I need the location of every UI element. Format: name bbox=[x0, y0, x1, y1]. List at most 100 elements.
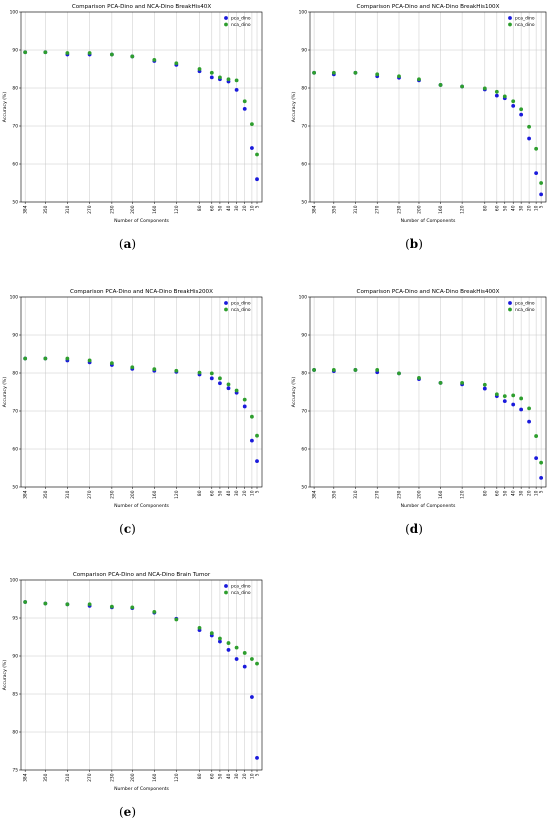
legend-marker-nca_dino bbox=[224, 590, 228, 595]
chart-title: Comparison PCA-Dino and NCA-Dino BreakHi… bbox=[357, 289, 500, 295]
data-point-nca_dino bbox=[312, 70, 316, 75]
y-tick-label: 100 bbox=[10, 10, 19, 16]
x-tick-label: 350 bbox=[331, 490, 337, 499]
x-tick-label: 270 bbox=[87, 205, 93, 214]
x-tick-label: 310 bbox=[65, 773, 71, 782]
data-point-nca_dino bbox=[209, 631, 214, 636]
legend-label: nca_dino bbox=[231, 307, 251, 313]
x-tick-label: 50 bbox=[217, 773, 223, 779]
x-tick-label: 5 bbox=[539, 490, 545, 493]
y-axis-label: Accuracy (%) bbox=[2, 92, 8, 123]
data-point-nca_dino bbox=[527, 406, 531, 411]
data-point-pca_dino bbox=[511, 103, 516, 108]
y-tick-label: 90 bbox=[301, 333, 307, 339]
x-tick-label: 80 bbox=[197, 773, 203, 779]
data-point-nca_dino bbox=[539, 181, 544, 185]
legend-marker-nca_dino bbox=[508, 307, 512, 312]
y-tick-label: 100 bbox=[10, 578, 19, 584]
data-point-nca_dino bbox=[152, 57, 157, 62]
y-tick-label: 90 bbox=[12, 654, 18, 660]
y-tick-label: 75 bbox=[12, 768, 18, 774]
data-point-pca_dino bbox=[511, 402, 516, 407]
x-tick-label: 5 bbox=[255, 773, 261, 776]
panel-caption: (d) bbox=[405, 522, 423, 536]
data-point-pca_dino bbox=[534, 456, 539, 461]
data-point-nca_dino bbox=[255, 152, 259, 157]
x-tick-label: 120 bbox=[460, 490, 466, 499]
data-point-nca_dino bbox=[511, 99, 516, 104]
data-point-nca_dino bbox=[218, 75, 222, 80]
data-point-nca_dino bbox=[226, 77, 231, 82]
x-axis-label: Number of Components bbox=[401, 503, 456, 509]
x-tick-label: 20 bbox=[242, 490, 248, 496]
legend-marker-pca_dino bbox=[508, 301, 512, 305]
y-tick-label: 95 bbox=[12, 616, 18, 622]
y-tick-label: 60 bbox=[12, 162, 18, 168]
data-point-nca_dino bbox=[250, 657, 254, 661]
x-tick-label: 5 bbox=[255, 205, 261, 208]
data-point-nca_dino bbox=[234, 645, 239, 650]
plot-frame bbox=[309, 11, 547, 203]
data-point-nca_dino bbox=[174, 368, 179, 373]
x-tick-label: 160 bbox=[438, 490, 444, 499]
legend-label: nca_dino bbox=[231, 590, 251, 596]
x-tick-label: 120 bbox=[174, 490, 180, 499]
data-point-nca_dino bbox=[494, 392, 499, 397]
legend-label: nca_dino bbox=[515, 307, 535, 313]
x-tick-label: 40 bbox=[226, 205, 232, 211]
x-tick-label: 230 bbox=[396, 490, 402, 499]
legend-marker-pca_dino bbox=[508, 16, 512, 20]
data-point-nca_dino bbox=[353, 70, 358, 75]
data-point-nca_dino bbox=[130, 54, 135, 59]
data-point-nca_dino bbox=[534, 434, 539, 438]
y-tick-label: 100 bbox=[10, 295, 19, 301]
data-point-nca_dino bbox=[109, 52, 114, 57]
x-tick-label: 270 bbox=[375, 490, 381, 499]
data-point-nca_dino bbox=[353, 368, 358, 372]
data-point-nca_dino bbox=[397, 74, 401, 79]
data-point-pca_dino bbox=[226, 386, 231, 391]
y-tick-label: 60 bbox=[301, 447, 307, 453]
data-point-pca_dino bbox=[250, 146, 254, 150]
x-tick-label: 120 bbox=[460, 205, 466, 214]
data-point-nca_dino bbox=[255, 661, 259, 666]
x-tick-label: 310 bbox=[353, 205, 359, 214]
legend-marker-pca_dino bbox=[224, 16, 228, 20]
data-point-nca_dino bbox=[209, 371, 214, 376]
x-tick-label: 384 bbox=[23, 773, 29, 782]
data-point-nca_dino bbox=[174, 61, 179, 66]
x-tick-label: 310 bbox=[65, 490, 71, 499]
data-point-nca_dino bbox=[218, 636, 222, 641]
plot-frame bbox=[309, 296, 547, 488]
x-tick-label: 5 bbox=[255, 490, 261, 493]
data-point-nca_dino bbox=[87, 358, 92, 363]
data-point-nca_dino bbox=[109, 604, 114, 609]
data-point-pca_dino bbox=[255, 177, 259, 182]
data-point-nca_dino bbox=[130, 605, 135, 610]
x-tick-label: 60 bbox=[209, 773, 215, 779]
x-tick-label: 160 bbox=[438, 205, 444, 214]
data-point-nca_dino bbox=[534, 146, 539, 151]
legend-label: pca_dino bbox=[231, 301, 251, 307]
data-point-nca_dino bbox=[87, 51, 92, 55]
data-point-nca_dino bbox=[519, 107, 524, 112]
data-point-pca_dino bbox=[242, 107, 247, 111]
y-tick-label: 70 bbox=[12, 124, 18, 130]
x-tick-label: 60 bbox=[209, 205, 215, 211]
x-tick-label: 10 bbox=[534, 490, 540, 496]
legend-marker-nca_dino bbox=[224, 22, 228, 27]
data-point-nca_dino bbox=[65, 602, 70, 607]
y-tick-label: 100 bbox=[299, 295, 308, 301]
plot-frame bbox=[20, 11, 263, 203]
legend-label: nca_dino bbox=[515, 22, 535, 28]
data-point-nca_dino bbox=[250, 414, 254, 419]
plot-frame bbox=[20, 296, 263, 488]
data-point-pca_dino bbox=[534, 171, 539, 176]
data-point-pca_dino bbox=[242, 664, 247, 669]
x-tick-label: 230 bbox=[109, 205, 115, 214]
data-point-nca_dino bbox=[209, 70, 214, 75]
x-tick-label: 5 bbox=[539, 205, 545, 208]
y-axis-label: Accuracy (%) bbox=[2, 377, 8, 408]
data-point-nca_dino bbox=[218, 376, 222, 381]
